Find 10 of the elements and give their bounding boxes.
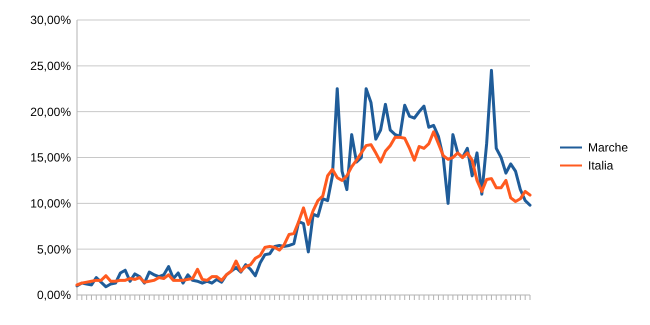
y-tick-label: 30,00%	[30, 13, 72, 28]
y-tick-label: 10,00%	[30, 196, 72, 211]
legend-label: Italia	[588, 158, 614, 173]
y-tick-label: 25,00%	[30, 59, 72, 74]
y-tick-label: 0,00%	[36, 288, 72, 302]
y-tick-label: 20,00%	[30, 104, 72, 119]
line-series	[76, 130, 532, 286]
y-tick-label: 15,00%	[30, 150, 72, 165]
y-tick-label: 5,00%	[36, 242, 72, 256]
legend-label: Marche	[588, 140, 628, 155]
